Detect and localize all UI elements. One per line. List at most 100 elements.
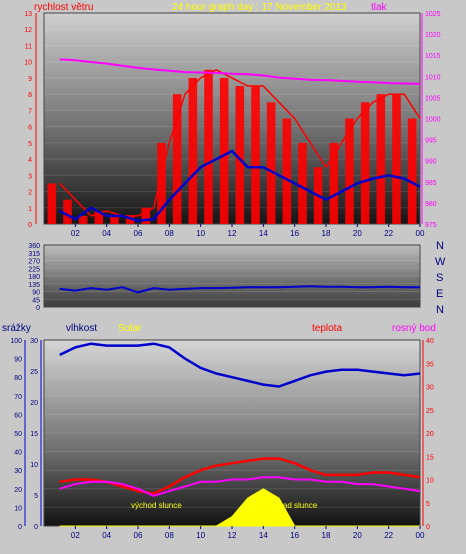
x-tick-label: 04: [102, 229, 111, 238]
solar-area: [59, 488, 420, 527]
pressure-axis-tick: 995: [425, 138, 437, 145]
x-tick-label: 10: [196, 531, 205, 540]
wind-axis-tick: 9: [28, 76, 32, 83]
x-tick-label: 00: [416, 531, 425, 540]
x-tick-label: 08: [165, 531, 174, 540]
x-tick-label: 16: [290, 229, 299, 238]
x-tick-label: 18: [322, 229, 331, 238]
sunset-label: západ slunce: [270, 501, 318, 510]
rain-axis-tick: 20: [30, 400, 38, 407]
wind-axis-tick: 10: [24, 60, 32, 67]
humidity-line: [59, 342, 421, 388]
pressure-axis-tick: 975: [425, 222, 437, 229]
gust-bar: [251, 86, 260, 225]
pressure-axis-tick: 1020: [425, 32, 441, 39]
humidity-axis-tick: 90: [14, 357, 22, 364]
gust-bar: [345, 118, 354, 224]
gust-bar: [329, 142, 339, 224]
wind-speed-title: rychlost větru: [34, 2, 93, 13]
temperature-axis-tick: 20: [426, 431, 434, 438]
wind-axis-tick: 4: [28, 157, 32, 164]
wind-axis-tick: 2: [28, 190, 32, 197]
temperature-axis-tick: 10: [426, 478, 434, 485]
x-tick-label: 14: [259, 229, 268, 238]
gust-bar: [266, 102, 276, 224]
pressure-axis-tick: 985: [425, 180, 437, 187]
gust-bar: [376, 94, 386, 225]
x-tick-label: 06: [134, 229, 143, 238]
wind-axis-tick: 7: [28, 108, 32, 115]
gust-bar: [125, 215, 135, 224]
direction-axis-tick: 0: [36, 305, 40, 312]
compass-n-top: N: [436, 240, 444, 252]
gust-bar: [407, 118, 417, 224]
x-tick-label: 12: [228, 531, 237, 540]
temperature-axis-tick: 35: [426, 361, 434, 368]
x-tick-label: 10: [196, 229, 205, 238]
x-tick-label: 04: [102, 531, 111, 540]
humidity-label: vlhkost: [66, 323, 97, 334]
pressure-axis-tick: 1015: [425, 53, 441, 60]
pressure-axis-tick: 1005: [425, 95, 441, 102]
gust-bar: [298, 142, 307, 224]
rain-label: srážky: [2, 323, 31, 334]
x-tick-label: 22: [384, 531, 393, 540]
wind-axis-tick: 12: [24, 27, 32, 34]
temperature-axis-tick: 15: [426, 454, 434, 461]
wind-axis-tick: 6: [28, 125, 32, 132]
temperature-axis-tick: 0: [426, 524, 430, 531]
humidity-axis-tick: 0: [18, 524, 22, 531]
direction-axis-tick: 45: [32, 297, 40, 304]
wind-axis-tick: 5: [28, 141, 32, 148]
x-tick-label: 20: [353, 229, 362, 238]
page-title: 24 hour graph day : 17 November 2013: [172, 2, 347, 13]
rain-axis-tick: 5: [34, 493, 38, 500]
compass-e: E: [436, 288, 443, 300]
rain-axis-tick: 10: [30, 462, 38, 469]
wind-axis-tick: 3: [28, 173, 32, 180]
gust-bar: [141, 207, 151, 224]
x-tick-label: 18: [322, 531, 331, 540]
compass-n-bottom: N: [436, 304, 444, 316]
temperature-axis-tick: 30: [426, 385, 434, 392]
x-tick-label: 02: [71, 531, 80, 540]
temperature-axis-tick: 40: [426, 338, 434, 345]
compass-s: S: [436, 272, 443, 284]
gust-bar: [204, 69, 213, 224]
x-tick-label: 22: [384, 229, 393, 238]
direction-axis-tick: 315: [28, 251, 40, 258]
pressure-axis-tick: 990: [425, 159, 437, 166]
temperature-axis-tick: 25: [426, 408, 434, 415]
gust-bar: [360, 102, 370, 224]
direction-line: [59, 285, 420, 294]
gust-bar: [392, 94, 401, 225]
x-tick-label: 02: [71, 229, 80, 238]
gust-bar: [110, 215, 119, 224]
humidity-axis-tick: 100: [10, 338, 22, 345]
humidity-axis-tick: 80: [14, 375, 22, 382]
humidity-axis-tick: 70: [14, 394, 22, 401]
direction-axis-tick: 135: [28, 282, 40, 289]
wind-axis-tick: 0: [28, 222, 32, 229]
wind-axis-tick: 13: [24, 11, 32, 18]
direction-axis-tick: 90: [32, 290, 40, 297]
gust-bar: [78, 215, 88, 224]
temperature-line: [59, 457, 421, 495]
gust-bar: [188, 77, 198, 224]
direction-axis-tick: 225: [28, 266, 40, 273]
humidity-axis-tick: 50: [14, 431, 22, 438]
humidity-axis-tick: 60: [14, 412, 22, 419]
sunrise-label: východ slunce: [131, 501, 182, 510]
chart-marks: 0123456789101112139759809859909951000100…: [10, 11, 440, 540]
temperature-axis-tick: 5: [426, 501, 430, 508]
wind-avg-line: [59, 149, 421, 223]
pressure-axis-tick: 1025: [425, 11, 441, 18]
gust-bar: [219, 77, 229, 224]
rain-axis-tick: 0: [34, 524, 38, 531]
gust-bar: [157, 142, 166, 224]
wind-axis-tick: 8: [28, 92, 32, 99]
pressure-axis-tick: 1000: [425, 117, 441, 124]
rain-axis-tick: 30: [30, 338, 38, 345]
gust-bar: [47, 183, 57, 224]
